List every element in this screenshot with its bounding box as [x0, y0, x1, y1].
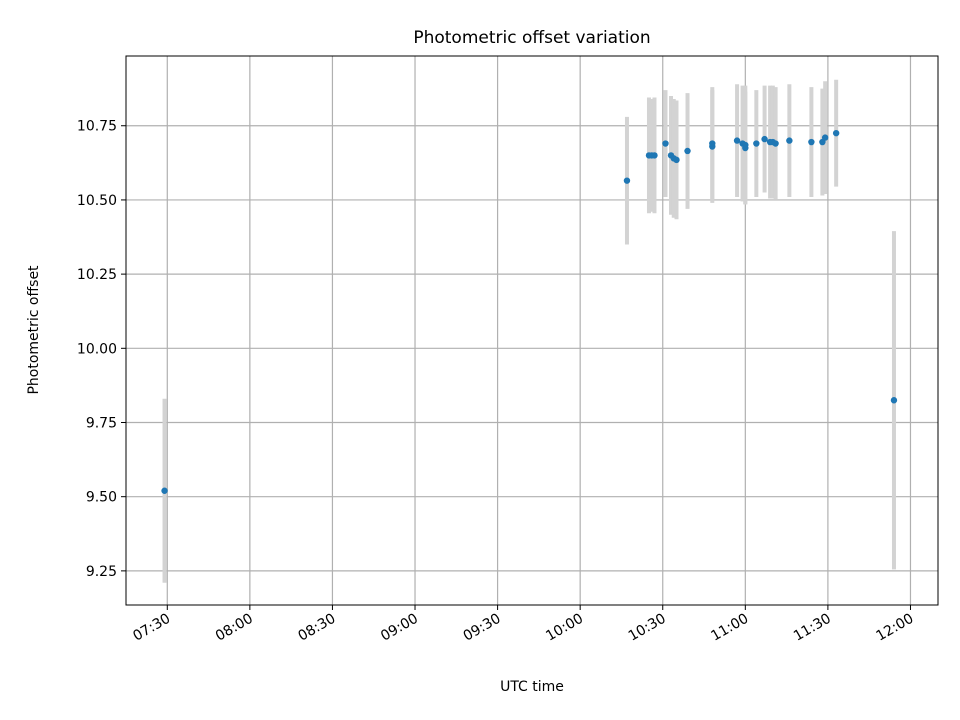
y-tick-label: 9.50: [86, 490, 117, 506]
x-tick-label: 11:30: [791, 611, 834, 645]
data-point: [821, 134, 829, 141]
grid: [126, 56, 938, 605]
data-points: [161, 129, 898, 494]
data-point: [684, 147, 691, 155]
x-tick-label: 12:00: [874, 611, 917, 645]
x-tick-label: 10:30: [626, 611, 669, 645]
plot-frame: [125, 55, 939, 606]
x-tick-label: 10:00: [543, 611, 586, 645]
y-axis-label: Photometric offset: [26, 265, 42, 395]
x-tick-label: 08:30: [295, 611, 338, 645]
chart-title: Photometric offset variation: [413, 28, 650, 48]
data-point: [733, 137, 741, 144]
y-tick-label: 9.25: [86, 564, 117, 580]
error-bars: [162, 79, 896, 583]
data-point: [709, 140, 716, 147]
x-tick-label: 09:00: [378, 611, 421, 645]
data-point: [890, 397, 898, 404]
data-point: [662, 140, 669, 147]
y-tick-label: 10.75: [77, 119, 117, 135]
x-tick-label: 07:30: [130, 611, 173, 645]
data-point: [623, 177, 631, 184]
data-point: [673, 156, 680, 164]
x-axis-label: UTC time: [500, 679, 564, 695]
y-tick-label: 10.50: [77, 193, 117, 209]
y-tick-label: 10.25: [77, 267, 117, 283]
data-point: [786, 137, 793, 144]
x-tick-label: 08:00: [213, 611, 256, 645]
data-point: [832, 129, 840, 137]
y-tick-label: 9.75: [86, 415, 117, 431]
data-point: [742, 141, 749, 149]
data-point: [772, 140, 779, 147]
data-point: [808, 138, 815, 146]
data-point: [753, 140, 760, 147]
x-tick-label: 09:30: [461, 611, 504, 645]
axis-ticks: 07:30 08:00 08:30 09:00 09:30 10:00 10:30 11:00…: [77, 119, 917, 645]
x-tick-label: 11:00: [708, 611, 751, 645]
data-point: [761, 135, 768, 143]
data-point: [651, 152, 658, 159]
data-point: [161, 487, 168, 494]
y-tick-label: 10.00: [77, 341, 117, 357]
